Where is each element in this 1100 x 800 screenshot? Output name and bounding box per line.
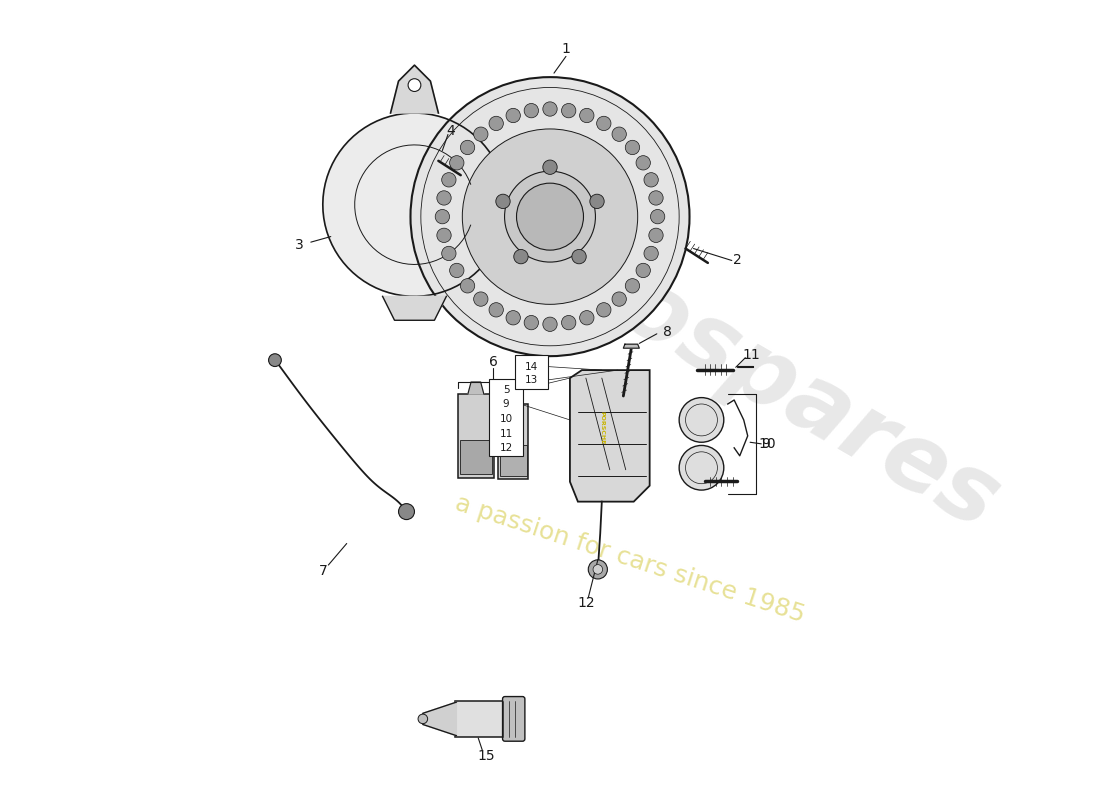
Text: 13: 13 (525, 375, 538, 385)
Circle shape (436, 210, 450, 224)
Circle shape (596, 302, 611, 317)
Circle shape (644, 246, 658, 261)
Circle shape (506, 108, 520, 122)
Circle shape (679, 398, 724, 442)
Circle shape (542, 160, 558, 174)
Circle shape (437, 228, 451, 242)
Text: 1: 1 (561, 42, 571, 56)
Circle shape (542, 317, 558, 331)
Circle shape (625, 278, 639, 293)
Polygon shape (383, 296, 447, 320)
Text: 14: 14 (525, 362, 538, 371)
Polygon shape (468, 382, 484, 394)
Circle shape (636, 156, 650, 170)
Circle shape (650, 210, 664, 224)
Circle shape (561, 315, 576, 330)
Circle shape (612, 127, 626, 142)
Text: 9: 9 (761, 437, 770, 451)
Circle shape (625, 140, 639, 154)
FancyBboxPatch shape (490, 379, 522, 456)
Circle shape (437, 190, 451, 205)
Circle shape (590, 194, 604, 209)
Circle shape (580, 310, 594, 325)
Text: 4: 4 (446, 123, 454, 138)
Circle shape (636, 263, 650, 278)
Text: 8: 8 (663, 326, 672, 339)
Polygon shape (624, 344, 639, 348)
Circle shape (580, 108, 594, 122)
Text: 2: 2 (733, 254, 741, 267)
Circle shape (490, 116, 504, 130)
Polygon shape (460, 440, 492, 474)
Polygon shape (498, 403, 528, 479)
Polygon shape (570, 370, 650, 502)
Text: a passion for cars since 1985: a passion for cars since 1985 (452, 491, 807, 627)
Circle shape (462, 129, 638, 304)
Circle shape (398, 504, 415, 519)
Circle shape (517, 183, 583, 250)
Circle shape (679, 446, 724, 490)
Circle shape (524, 315, 539, 330)
Text: 3: 3 (295, 238, 304, 251)
Text: 12: 12 (578, 596, 595, 610)
Circle shape (450, 263, 464, 278)
Circle shape (649, 228, 663, 242)
Circle shape (268, 354, 282, 366)
Text: 11: 11 (742, 348, 760, 362)
Text: eurospares: eurospares (452, 171, 1015, 550)
Text: 12: 12 (499, 443, 513, 454)
Circle shape (490, 302, 504, 317)
Circle shape (593, 565, 603, 574)
Text: 11: 11 (499, 429, 513, 438)
Text: 9: 9 (503, 399, 509, 410)
Circle shape (410, 77, 690, 356)
Polygon shape (458, 394, 494, 478)
Circle shape (442, 173, 456, 187)
Circle shape (644, 173, 658, 187)
Circle shape (505, 171, 595, 262)
Circle shape (461, 278, 475, 293)
Circle shape (474, 127, 488, 142)
Circle shape (514, 250, 528, 264)
Circle shape (461, 140, 475, 154)
Text: 10: 10 (759, 437, 777, 451)
Text: 10: 10 (499, 414, 513, 424)
Circle shape (612, 292, 626, 306)
Circle shape (524, 103, 539, 118)
Circle shape (561, 103, 576, 118)
Circle shape (442, 246, 456, 261)
FancyBboxPatch shape (454, 701, 518, 738)
Circle shape (506, 310, 520, 325)
Circle shape (450, 156, 464, 170)
FancyBboxPatch shape (503, 697, 525, 742)
Polygon shape (422, 702, 456, 736)
FancyBboxPatch shape (515, 355, 549, 389)
Text: PORSCHE: PORSCHE (600, 411, 604, 445)
Circle shape (596, 116, 611, 130)
Polygon shape (322, 113, 506, 296)
Text: 15: 15 (477, 749, 495, 762)
Text: 5: 5 (503, 385, 509, 394)
Circle shape (418, 714, 428, 724)
Circle shape (496, 194, 510, 209)
Circle shape (408, 78, 421, 91)
Text: 7: 7 (318, 565, 327, 578)
Circle shape (588, 560, 607, 579)
Circle shape (572, 250, 586, 264)
Circle shape (542, 102, 558, 116)
Circle shape (474, 292, 488, 306)
Polygon shape (390, 65, 439, 113)
Polygon shape (499, 445, 527, 476)
Circle shape (649, 190, 663, 205)
Text: 6: 6 (488, 355, 497, 369)
